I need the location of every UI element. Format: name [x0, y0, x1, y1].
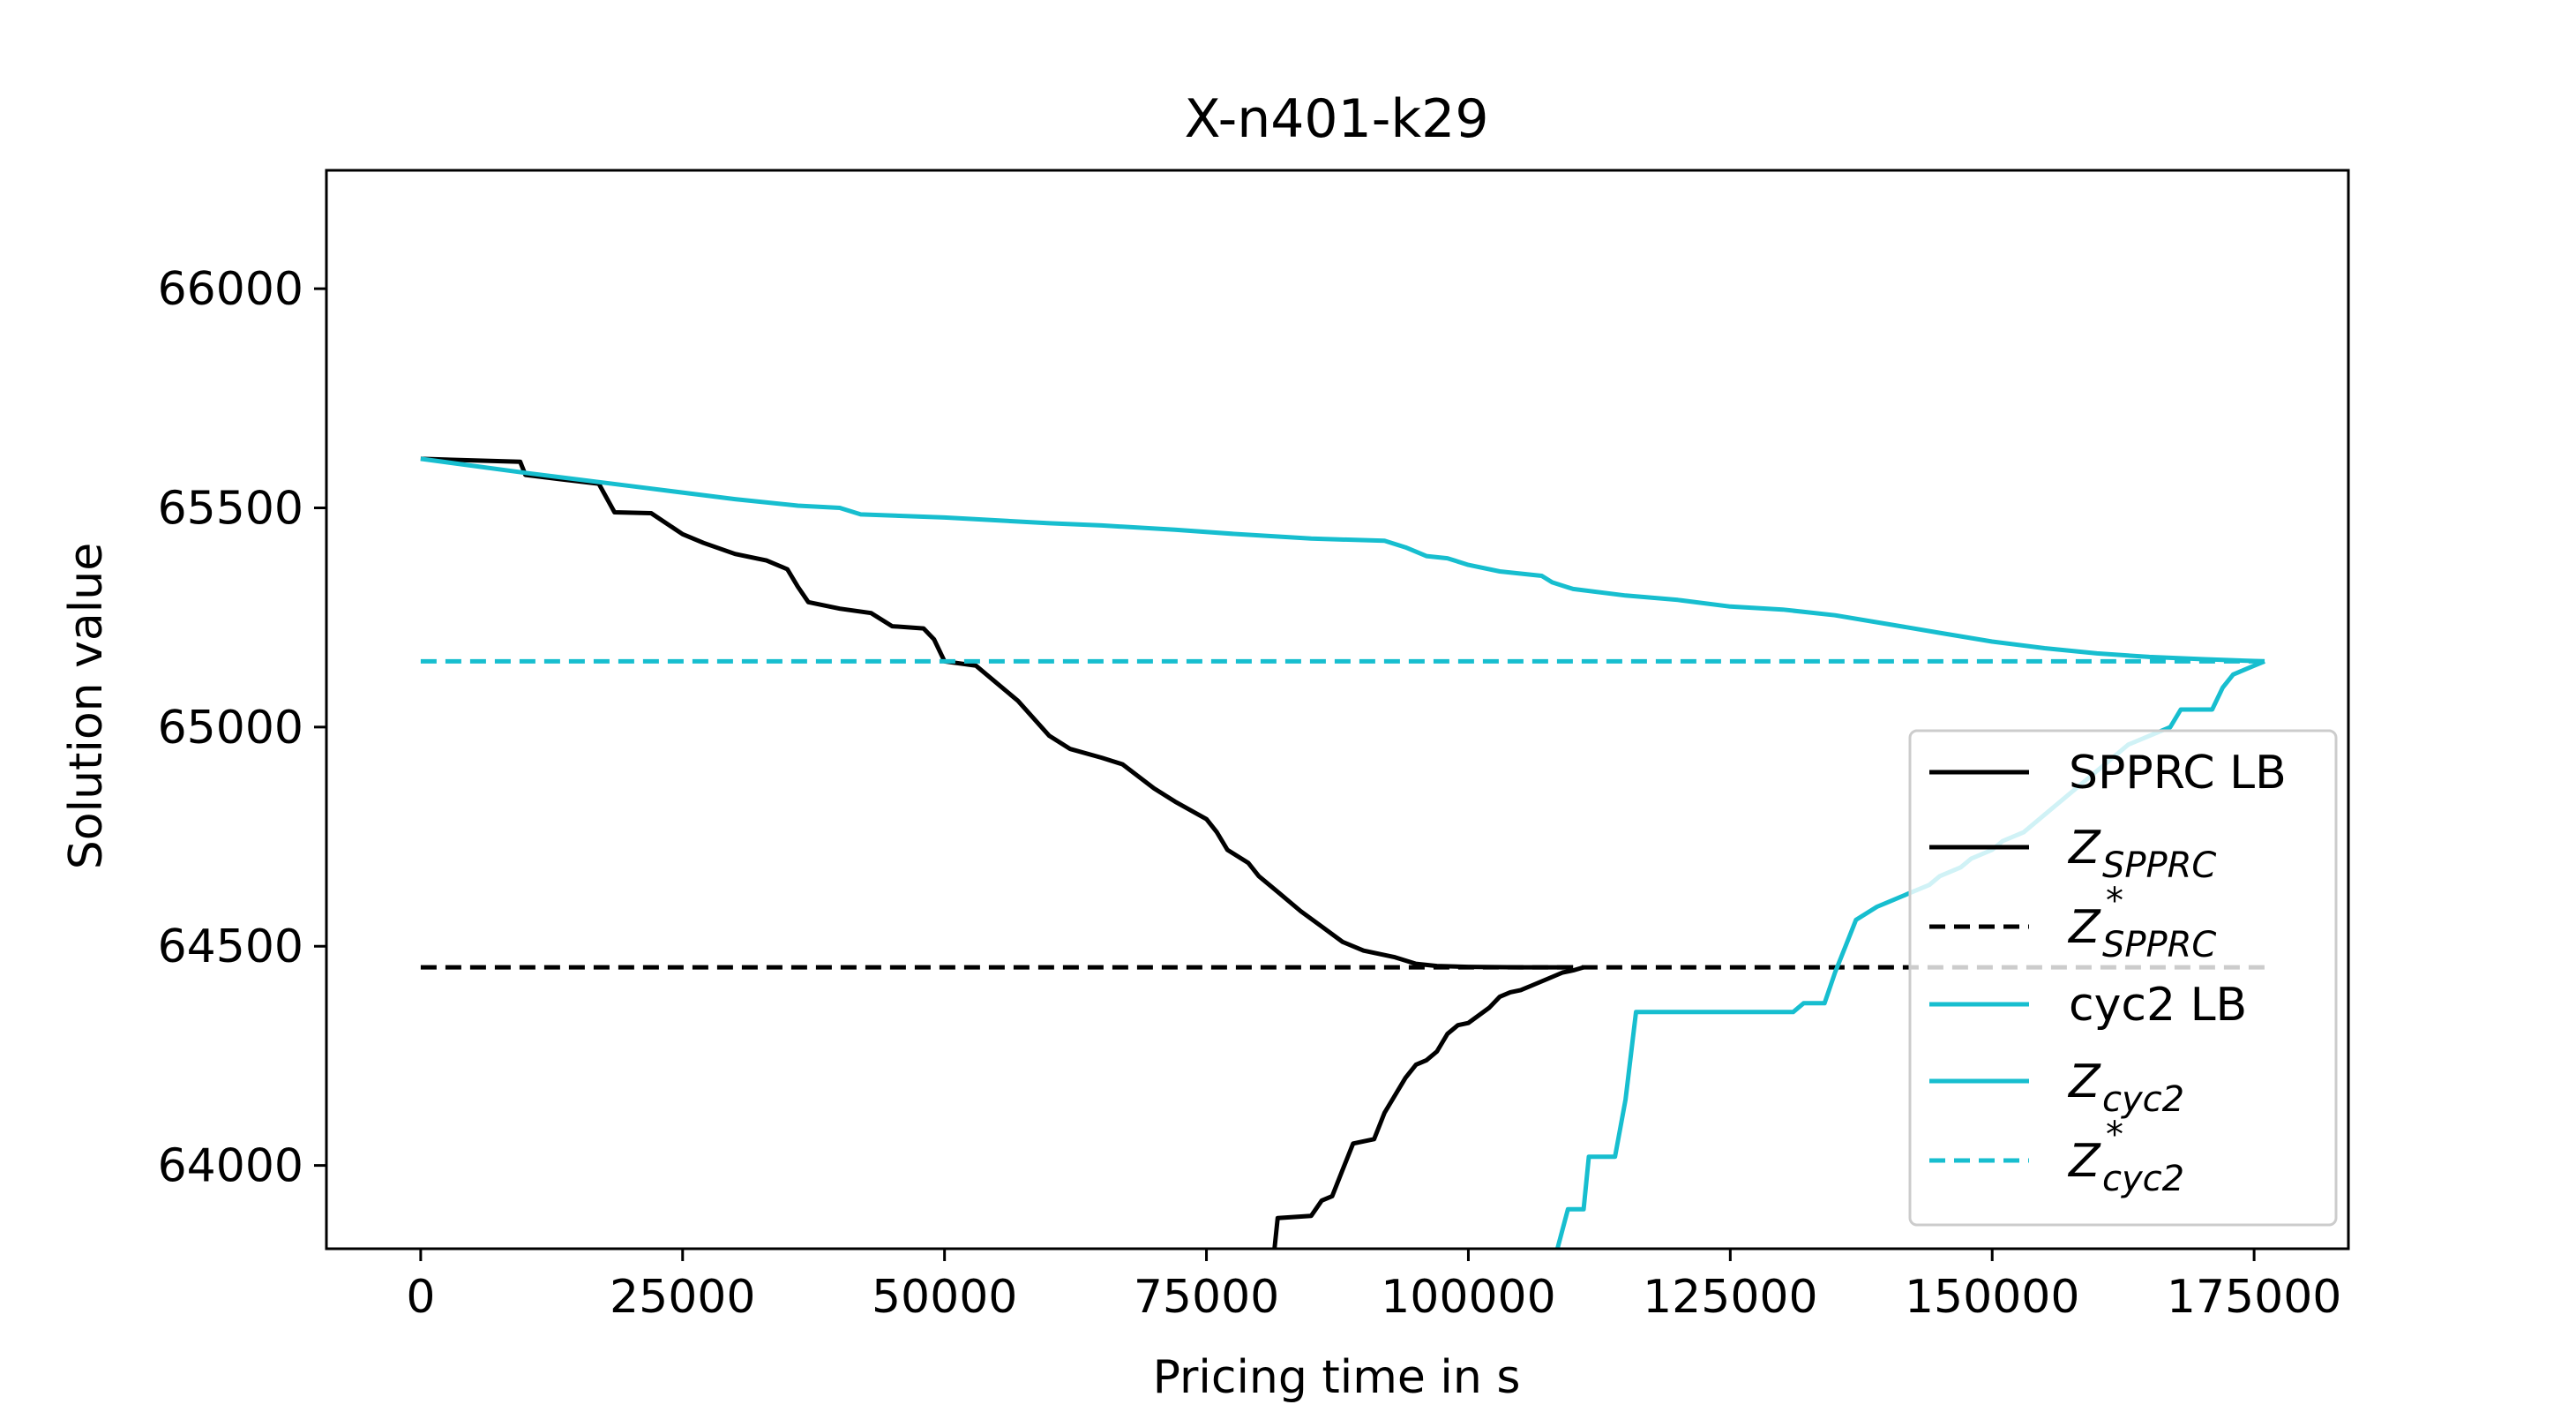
series-line-1	[1272, 965, 1584, 1249]
legend-label: cyc2 LB	[2069, 979, 2247, 1032]
x-tick-label: 100000	[1381, 1271, 1556, 1324]
x-axis-label: Pricing time in s	[1153, 1351, 1521, 1404]
x-tick-label: 25000	[610, 1271, 755, 1324]
x-tick-label: 150000	[1905, 1271, 2080, 1324]
y-tick-label: 64500	[158, 920, 303, 973]
legend-label: SPPRC LB	[2069, 747, 2287, 800]
legend-box	[1908, 729, 2338, 1227]
y-axis-label: Solution value	[60, 543, 113, 869]
x-tick-label: 50000	[872, 1271, 1017, 1324]
legend-label: Z * cyc2	[2067, 1115, 2184, 1199]
y-tick-label: 66000	[158, 263, 303, 316]
y-tick-label: 65500	[158, 482, 303, 535]
x-tick-label: 75000	[1134, 1271, 1279, 1324]
series-line-3	[420, 456, 2265, 664]
legend-label: ZSPPRC	[2067, 822, 2216, 886]
x-tick-label: 175000	[2167, 1271, 2342, 1324]
x-tick-label: 125000	[1643, 1271, 1818, 1324]
x-tick-label: 0	[406, 1271, 435, 1324]
series-line-0	[420, 456, 1574, 970]
y-tick-label: 64000	[158, 1140, 303, 1193]
plot-area	[325, 169, 2350, 1251]
chart-title: X-n401-k29	[1184, 88, 1488, 150]
legend-label: Z * SPPRC	[2067, 881, 2216, 965]
y-tick-label: 65000	[158, 702, 303, 755]
legend-label: Zcyc2	[2067, 1055, 2184, 1120]
